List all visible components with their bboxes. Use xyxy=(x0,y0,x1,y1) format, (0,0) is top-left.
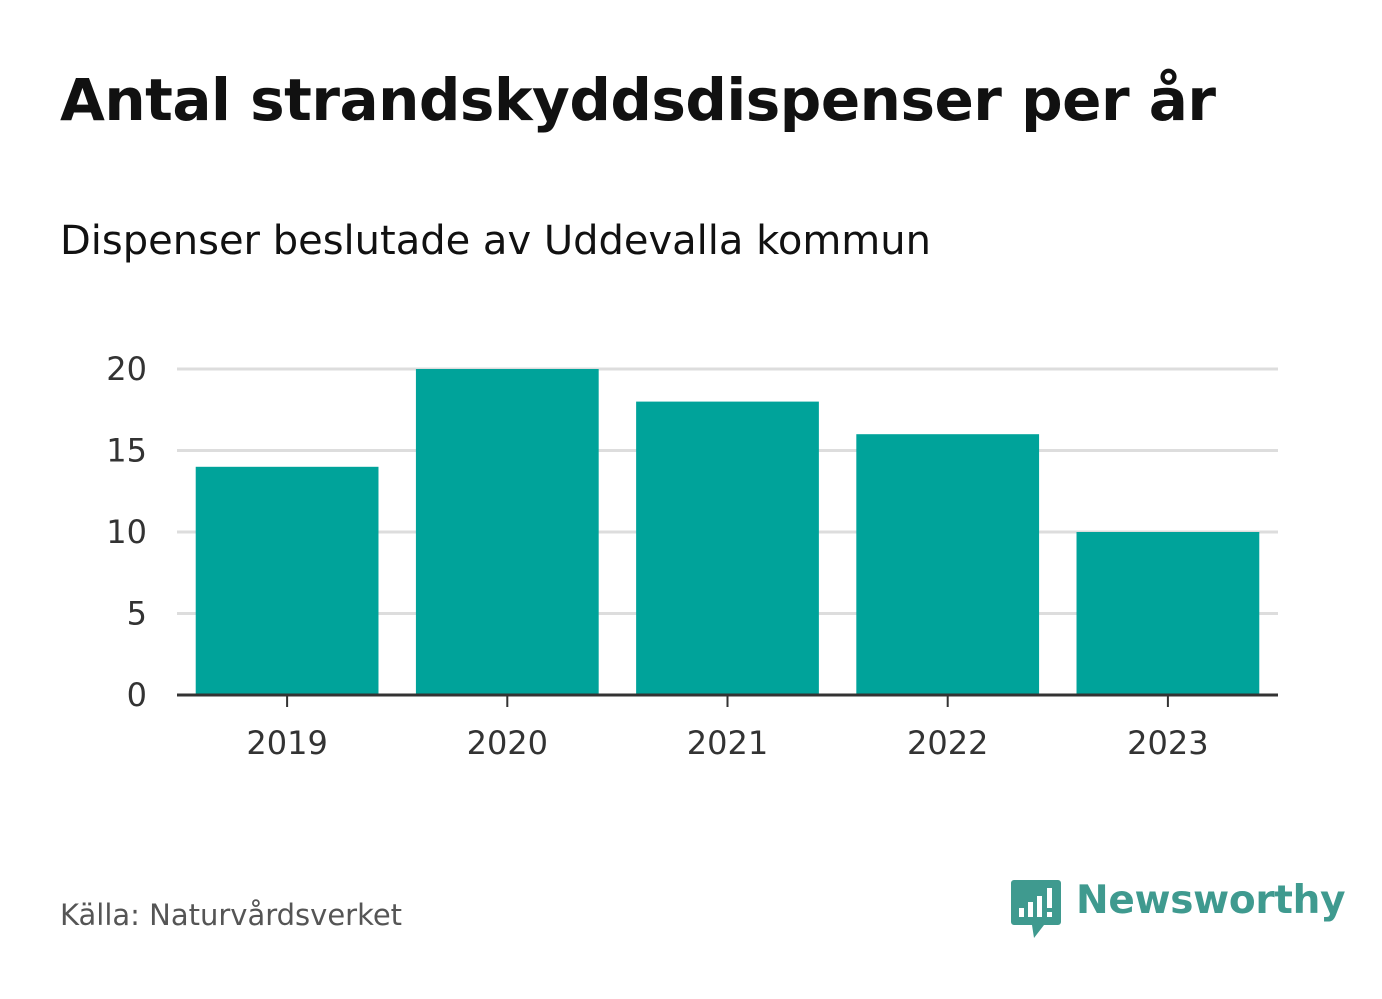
y-tick-label-0: 0 xyxy=(127,676,147,714)
bar-2020 xyxy=(415,369,599,695)
brand-name: Newsworthy xyxy=(1076,878,1346,923)
y-tick-label-20: 20 xyxy=(106,350,147,388)
bar-2019 xyxy=(195,466,379,695)
bar-2022 xyxy=(856,434,1040,695)
x-tick-label-2019: 2019 xyxy=(246,724,327,762)
bar-2021 xyxy=(636,401,819,695)
brand-logo: Newsworthy xyxy=(1010,878,1346,942)
y-tick-label-15: 15 xyxy=(106,432,147,470)
bars xyxy=(195,369,1260,695)
x-tick-label-2022: 2022 xyxy=(907,724,988,762)
source-note: Källa: Naturvårdsverket xyxy=(60,898,403,932)
y-tick-label-10: 10 xyxy=(106,513,147,551)
bar-2023 xyxy=(1076,532,1260,695)
x-tick-label-2021: 2021 xyxy=(687,724,768,762)
axes: 0 5 10 15 20 2019 2020 2021 2022 2023 xyxy=(106,350,1278,762)
chart-subtitle: Dispenser beslutade av Uddevalla kommun xyxy=(60,218,931,264)
chart-title: Antal strandskyddsdispenser per år xyxy=(60,66,1216,134)
x-tick-label-2020: 2020 xyxy=(467,724,548,762)
y-tick-label-5: 5 xyxy=(127,595,147,633)
newsworthy-logo-icon xyxy=(1011,880,1061,938)
x-tick-label-2023: 2023 xyxy=(1127,724,1208,762)
